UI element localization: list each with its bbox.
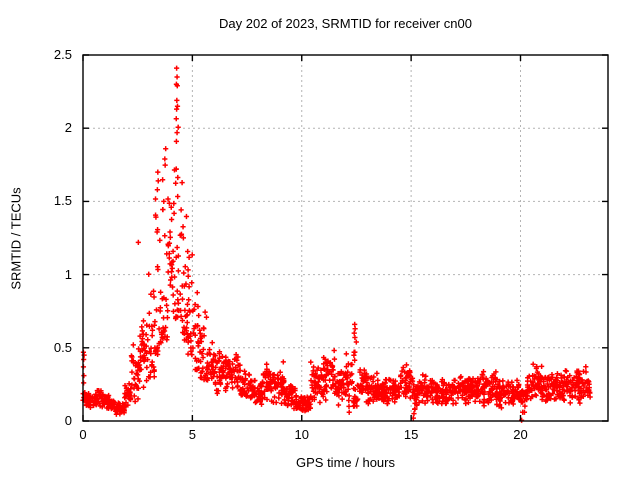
y-tick-label: 2.5 — [53, 47, 72, 62]
x-axis-label: GPS time / hours — [296, 455, 395, 470]
y-tick-label: 1.5 — [53, 193, 72, 209]
x-tick-label: 5 — [188, 427, 196, 442]
y-tick-label: 0 — [64, 413, 72, 428]
y-tick-label: 0.5 — [53, 339, 72, 355]
x-tick-label: 15 — [403, 427, 419, 442]
x-tick-label: 0 — [79, 427, 87, 442]
x-tick-label: 20 — [513, 427, 528, 442]
y-tick-label: 1 — [64, 266, 72, 282]
chart-title: Day 202 of 2023, SRMTID for receiver cn0… — [219, 16, 472, 31]
x-tick-label: 10 — [294, 427, 309, 442]
y-axis-label: SRMTID / TECUs — [8, 187, 24, 290]
y-tick-label: 2 — [64, 120, 72, 136]
